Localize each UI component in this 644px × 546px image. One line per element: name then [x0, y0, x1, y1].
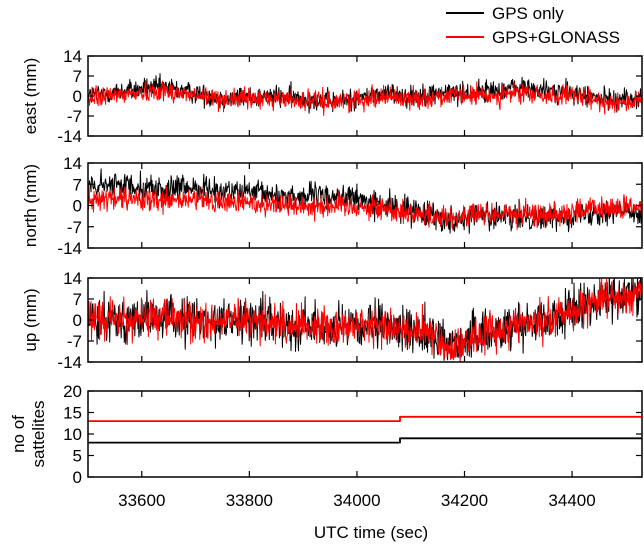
y-tick-label-east: -14	[57, 127, 82, 146]
x-tick-label: 33800	[226, 491, 273, 510]
y-tick-label-satellites: 20	[63, 382, 82, 401]
y-tick-label-up: 7	[73, 290, 82, 309]
series-line-up-gps-glonass	[88, 278, 642, 362]
y-tick-label-north: 7	[73, 175, 82, 194]
y-tick-label-east: 14	[63, 47, 82, 66]
y-tick-label-north: 14	[63, 154, 82, 173]
panel-satellites: 20 15 10 5 0 no ofsattelites 33600 33800 34000 34…	[9, 382, 643, 542]
x-tick-label: 34200	[441, 491, 488, 510]
y-tick-label-satellites: 5	[73, 447, 82, 466]
series-group-north	[88, 168, 642, 234]
y-tick-label-east: -7	[67, 107, 82, 126]
y-axis-label-east: east (mm)	[21, 58, 40, 135]
y-tick-label-satellites: 10	[63, 425, 82, 444]
series-line-north-gps-glonass	[88, 184, 642, 230]
series-group-up	[88, 278, 642, 362]
y-tick-label-up: -7	[67, 332, 82, 351]
y-tick-label-satellites: 15	[63, 404, 82, 423]
y-tick-label-north: -14	[57, 239, 82, 258]
series-line-satellites-gps-glonass	[88, 415, 642, 422]
y-tick-label-up: 0	[73, 311, 82, 330]
x-tick-label: 34400	[548, 491, 595, 510]
y-tick-label-up: -14	[57, 353, 82, 372]
panel-frame-satellites	[87, 390, 643, 478]
series-group-satellites	[88, 415, 642, 444]
series-line-up-gps-only	[88, 278, 642, 361]
y-tick-label-up: 14	[63, 269, 82, 288]
y-tick-label-north: -7	[67, 218, 82, 237]
y-tick-label-east: 0	[73, 87, 82, 106]
y-axis-label-satellites: no ofsattelites	[9, 400, 48, 467]
y-tick-label-north: 0	[73, 197, 82, 216]
legend-label-gps-glonass: GPS+GLONASS	[492, 28, 620, 47]
y-tick-label-satellites: 0	[73, 468, 82, 487]
series-line-east-gps-glonass	[88, 79, 642, 116]
y-axis-label-up: up (mm)	[21, 288, 40, 351]
panel-north: 14 7 0 -7 -14 north (mm)	[21, 154, 643, 258]
legend: GPS only GPS+GLONASS	[446, 4, 620, 47]
y-tick-label-east: 7	[73, 67, 82, 86]
x-tick-label: 34000	[333, 491, 380, 510]
series-line-satellites-gps-only	[88, 437, 642, 444]
x-axis-label: UTC time (sec)	[314, 523, 428, 542]
legend-label-gps-only: GPS only	[492, 4, 564, 23]
x-tick-label: 33600	[118, 491, 165, 510]
y-axis-label-north: north (mm)	[21, 164, 40, 247]
series-group-east	[88, 73, 642, 116]
panel-up: 14 7 0 -7 -14 up (mm)	[21, 269, 643, 372]
